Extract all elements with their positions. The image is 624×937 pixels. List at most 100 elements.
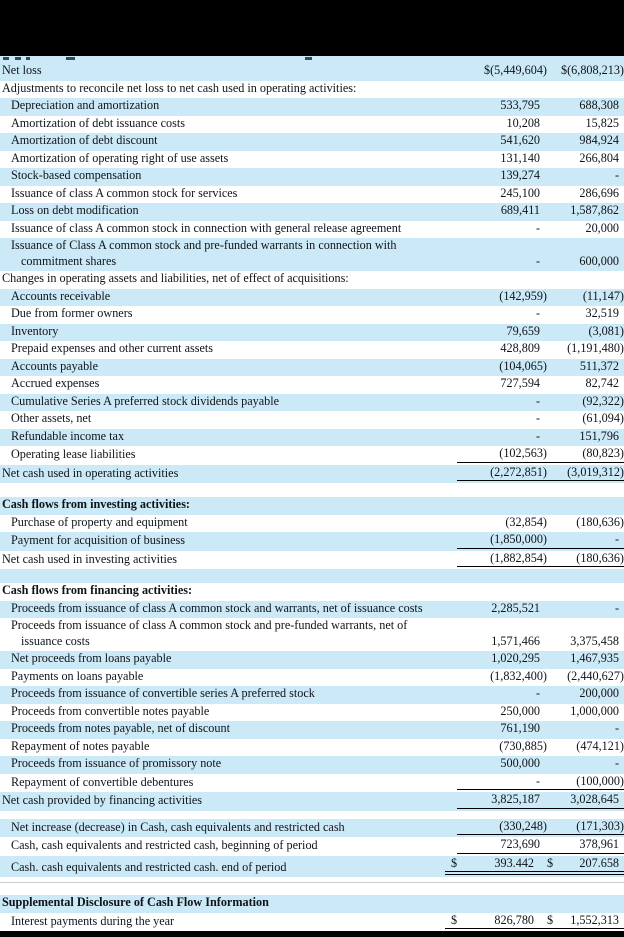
section-header-row: Supplemental Disclosure of Cash Flow Inf… xyxy=(0,895,624,913)
value-col1: 428,809 xyxy=(457,341,547,357)
row-label-text: Stock-based compensation xyxy=(11,168,142,182)
dollar-sign: $ xyxy=(451,912,458,927)
row-label-text: Payment for acquisition of business xyxy=(11,533,185,547)
amount: (3,081) xyxy=(588,323,624,338)
table-row: Proceeds from issuance of promissory not… xyxy=(0,756,624,774)
table-row: Purchase of property and equipment (32,85… xyxy=(0,515,624,533)
amount: 428,809 xyxy=(500,341,540,355)
value-col2: (11,147) xyxy=(547,289,624,305)
table-row: Repayment of notes payable (730,885) (474,… xyxy=(0,739,624,757)
row-label: Issuance of class A common stock in conn… xyxy=(0,221,457,239)
value-col1: 10,208 xyxy=(457,116,547,132)
row-label: Cash flows from financing activities: xyxy=(0,583,457,601)
value-col2: 200,000 xyxy=(547,686,624,702)
value-col2: $207.658 xyxy=(541,855,624,875)
table-row: Prepaid expenses and other current asset… xyxy=(0,341,624,359)
value-col1: - xyxy=(457,686,547,702)
row-label-text: Net cash used in operating activities xyxy=(2,465,179,480)
value-col2: 286,696 xyxy=(547,186,624,202)
amount: 286,696 xyxy=(579,185,619,200)
row-label-text: Inventory xyxy=(11,323,59,338)
dollar-sign: $ xyxy=(547,855,554,870)
amount: 20,000 xyxy=(585,220,619,235)
amount: 151,796 xyxy=(579,428,619,443)
table-row: Proceeds from convertible notes payable 2… xyxy=(0,704,624,722)
value-col1: $(5,449,604) xyxy=(457,63,547,79)
value-col1: 761,190 xyxy=(457,721,547,737)
table-row: Amortization of operating right of use a… xyxy=(0,151,624,169)
spacer-row xyxy=(0,483,624,497)
row-label: Proceeds from issuance of promissory not… xyxy=(0,756,457,774)
value-col2: 1,000,000 xyxy=(547,704,624,720)
row-label: Payment for acquisition of business xyxy=(0,533,457,551)
row-label: Proceeds from issuance of convertible se… xyxy=(0,686,457,704)
row-label: Repayment of convertible debentures xyxy=(0,775,457,793)
table-row: Net increase (decrease) in Cash, cash eq… xyxy=(0,818,624,838)
row-label: Other assets, net xyxy=(0,411,457,429)
amount: - xyxy=(614,600,619,615)
value-col1: 1,020,295 xyxy=(457,651,547,667)
value-col1: $393.442 xyxy=(445,855,541,875)
value-col2: (61,094) xyxy=(547,411,624,427)
value-col1: - xyxy=(457,306,547,322)
amount: 378,961 xyxy=(579,837,619,851)
dollar-sign: $ xyxy=(547,912,554,927)
amount: (61,094) xyxy=(582,411,624,425)
table-row: Net loss $(5,449,604) $(6,808,213) xyxy=(0,63,624,81)
row-label-text: Changes in operating assets and liabilit… xyxy=(2,271,349,285)
row-label-text: Issuance of class A common stock for ser… xyxy=(11,185,238,200)
amount: (100,000) xyxy=(576,773,624,788)
row-label-text: Proceeds from issuance of promissory not… xyxy=(11,756,222,770)
clipped-text-fragment xyxy=(26,57,30,60)
row-label-text: Amortization of debt discount xyxy=(11,133,158,147)
row-label: Repayment of notes payable xyxy=(0,739,457,757)
value-col1: 533,795 xyxy=(457,98,547,114)
table-row: Accounts receivable (142,959) (11,147) xyxy=(0,288,624,307)
row-label-text: Issuance of Class A common stock and pre… xyxy=(11,238,397,252)
redaction-bar-bottom xyxy=(0,931,624,937)
row-label-text: Other assets, net xyxy=(11,411,92,425)
clipped-text-fragment xyxy=(305,57,312,60)
table-row: Accrued expenses 727,594 82,742 xyxy=(0,376,624,394)
row-label-text: Net increase (decrease) in Cash, cash eq… xyxy=(11,819,345,834)
table-row: Payment for acquisition of business (1,85… xyxy=(0,532,624,551)
row-label-text-line2: issuance costs xyxy=(21,633,90,648)
amount: (11,147) xyxy=(582,288,624,303)
value-col1: - xyxy=(457,254,547,270)
amount: 1,571,466 xyxy=(491,633,540,648)
value-col1: (730,885) xyxy=(457,739,547,755)
row-label: Net increase (decrease) in Cash, cash eq… xyxy=(0,820,457,838)
table-row: Due from former owners - 32,519 xyxy=(0,306,624,324)
row-label: Proceeds from convertible notes payable xyxy=(0,704,457,722)
value-col2: (180,636) xyxy=(547,551,624,567)
row-label-text: Proceeds from issuance of class A common… xyxy=(11,618,408,632)
amount: (80,823) xyxy=(582,446,624,460)
row-label: Due from former owners xyxy=(0,306,457,324)
amount: 32,519 xyxy=(585,306,619,320)
row-label: Inventory xyxy=(0,324,457,342)
row-label-text-line2: commitment shares xyxy=(21,253,117,268)
row-label: Issuance of Class A common stock and pre… xyxy=(0,238,457,271)
row-label-text: Cumulative Series A preferred stock divi… xyxy=(11,393,280,408)
row-label-text: Due from former owners xyxy=(11,306,133,320)
row-label: Payments on loans payable xyxy=(0,669,457,687)
row-label: Stock-based compensation xyxy=(0,168,457,186)
value-col1: (330,248) xyxy=(457,819,547,835)
row-label: Amortization of debt discount xyxy=(0,133,457,151)
amount: 689,411 xyxy=(500,203,540,217)
row-label: Loss on debt modification xyxy=(0,203,457,221)
row-label: Accounts receivable xyxy=(0,289,457,307)
value-col1: 79,659 xyxy=(457,324,547,340)
row-label: Changes in operating assets and liabilit… xyxy=(0,271,457,289)
amount: 393.442 xyxy=(494,855,534,870)
row-label: Net cash used in investing activities xyxy=(0,552,457,570)
amount: 79,659 xyxy=(506,323,540,338)
row-label-text: Refundable income tax xyxy=(11,428,125,443)
amount: (180,636) xyxy=(576,514,624,529)
row-label: Interest payments during the year xyxy=(0,914,445,932)
amount: $(5,449,604) xyxy=(484,63,547,77)
cash-flow-statement-table: Net loss $(5,449,604) $(6,808,213) Adjustme… xyxy=(0,63,624,931)
amount: 826,780 xyxy=(494,912,534,927)
row-label-text: Net cash provided by financing activitie… xyxy=(2,793,203,807)
row-label: Cash flows from investing activities: xyxy=(0,497,457,515)
